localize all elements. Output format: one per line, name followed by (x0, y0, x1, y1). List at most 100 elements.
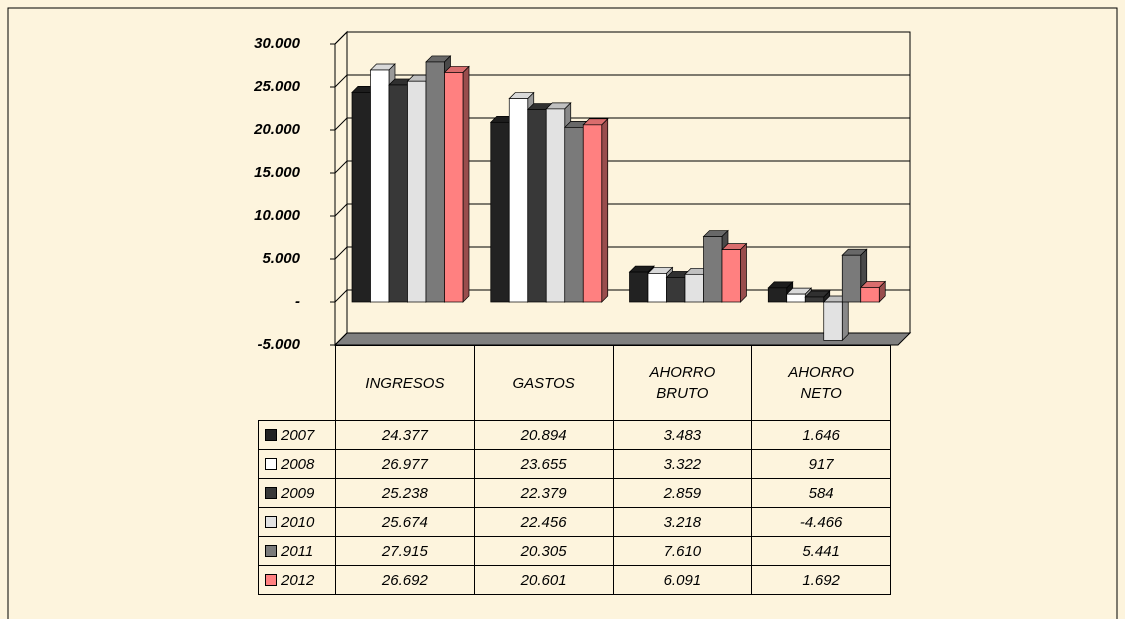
y-tick-label: - (295, 293, 300, 310)
bar-side (601, 117, 609, 303)
table-value: 25.238 (335, 478, 475, 508)
y-tick-label: -5.000 (257, 336, 300, 353)
y-tick-label: 30.000 (254, 35, 301, 52)
bar (407, 80, 427, 303)
table-value-text: 7.610 (663, 542, 702, 560)
table-value-text: 23.655 (520, 455, 567, 473)
table-value: 26.692 (335, 565, 475, 595)
table-value: 26.977 (335, 449, 475, 479)
category-header-text: AHORRO NETO (788, 364, 855, 402)
table-value-text: 6.091 (663, 571, 702, 589)
y-tick-label: 20.000 (253, 121, 301, 138)
legend-entry: 2007 (258, 420, 336, 450)
bar (684, 273, 704, 303)
legend-entry: 2008 (258, 449, 336, 479)
bar (841, 254, 862, 303)
grid-line (334, 160, 348, 174)
table-value-text: 22.379 (520, 484, 567, 502)
legend-swatch (265, 516, 277, 528)
bar (666, 277, 686, 303)
bar (444, 72, 464, 303)
bar (582, 124, 603, 303)
legend-swatch (265, 458, 277, 470)
legend-swatch (265, 574, 277, 586)
table-value: 27.915 (335, 536, 475, 566)
table-value-text: 2.859 (663, 484, 702, 502)
legend-label: 2009 (281, 484, 315, 502)
table-value: 20.601 (473, 565, 614, 595)
table-value: 3.218 (612, 507, 753, 537)
table-value-text: 3.322 (663, 455, 702, 473)
table-value: 24.377 (335, 420, 475, 450)
category-header-text: AHORRO BRUTO (649, 364, 716, 402)
table-value: 917 (751, 449, 891, 479)
table-value-text: 24.377 (381, 426, 428, 444)
table-value: 3.322 (612, 449, 753, 479)
legend-label: 2007 (281, 426, 315, 444)
table-value-text: 917 (808, 455, 834, 473)
y-tick-label: 5.000 (262, 250, 300, 267)
grid-line (334, 74, 348, 88)
grid-line (334, 332, 348, 346)
y-tick-label: 15.000 (254, 164, 301, 181)
grid-line (334, 289, 348, 303)
bar (388, 84, 408, 303)
table-value: -4.466 (751, 507, 891, 537)
bar-side (841, 295, 849, 342)
bar (629, 271, 649, 303)
table-value-text: 1.646 (802, 426, 840, 444)
table-value-text: 26.977 (381, 455, 428, 473)
legend-swatch (265, 545, 277, 557)
table-value: 22.456 (473, 507, 614, 537)
table-value: 1.646 (751, 420, 891, 450)
y-tick-label: 25.000 (253, 78, 301, 95)
category-header-text: INGRESOS (365, 374, 445, 392)
table-value: 5.441 (751, 536, 891, 566)
bar (786, 293, 806, 303)
table-value: 20.305 (473, 536, 614, 566)
bar (351, 92, 371, 303)
table-value-text: 584 (808, 484, 834, 502)
table-value-text: 1.692 (802, 571, 840, 589)
y-tick-label: 10.000 (254, 207, 301, 224)
table-value: 2.859 (612, 478, 753, 508)
legend-entry: 2012 (258, 565, 336, 595)
category-header-text: GASTOS (512, 374, 575, 392)
grid-line (334, 246, 348, 260)
bar (545, 108, 566, 303)
table-value: 7.610 (612, 536, 753, 566)
bar (647, 273, 667, 303)
table-value: 3.483 (612, 420, 753, 450)
legend-entry: 2011 (258, 536, 336, 566)
bar-side (740, 242, 747, 303)
grid-line (334, 31, 348, 45)
table-value-text: 20.305 (520, 542, 567, 560)
category-header: AHORRO BRUTO (612, 345, 753, 421)
table-value-text: 25.238 (381, 484, 428, 502)
legend-label: 2010 (281, 513, 315, 531)
bar (767, 287, 788, 303)
grid-line (334, 203, 348, 217)
table-value: 23.655 (473, 449, 614, 479)
table-value: 20.894 (473, 420, 614, 450)
table-value-text: 26.692 (381, 571, 428, 589)
legend-entry: 2009 (258, 478, 336, 508)
category-header: GASTOS (473, 345, 614, 421)
category-header: AHORRO NETO (751, 345, 891, 421)
table-value: 25.674 (335, 507, 475, 537)
legend-swatch (265, 487, 277, 499)
table-value-text: -4.466 (799, 513, 843, 531)
bar (721, 249, 741, 303)
bar (804, 296, 825, 303)
bar (860, 287, 880, 303)
table-value-text: 3.483 (663, 426, 702, 444)
bar (370, 69, 390, 303)
bar (703, 236, 723, 303)
table-value: 6.091 (612, 565, 753, 595)
table-value-text: 25.674 (381, 513, 428, 531)
bar-side (462, 65, 470, 303)
table-value-text: 5.441 (802, 542, 840, 560)
category-header: INGRESOS (335, 345, 475, 421)
bar (527, 109, 547, 303)
